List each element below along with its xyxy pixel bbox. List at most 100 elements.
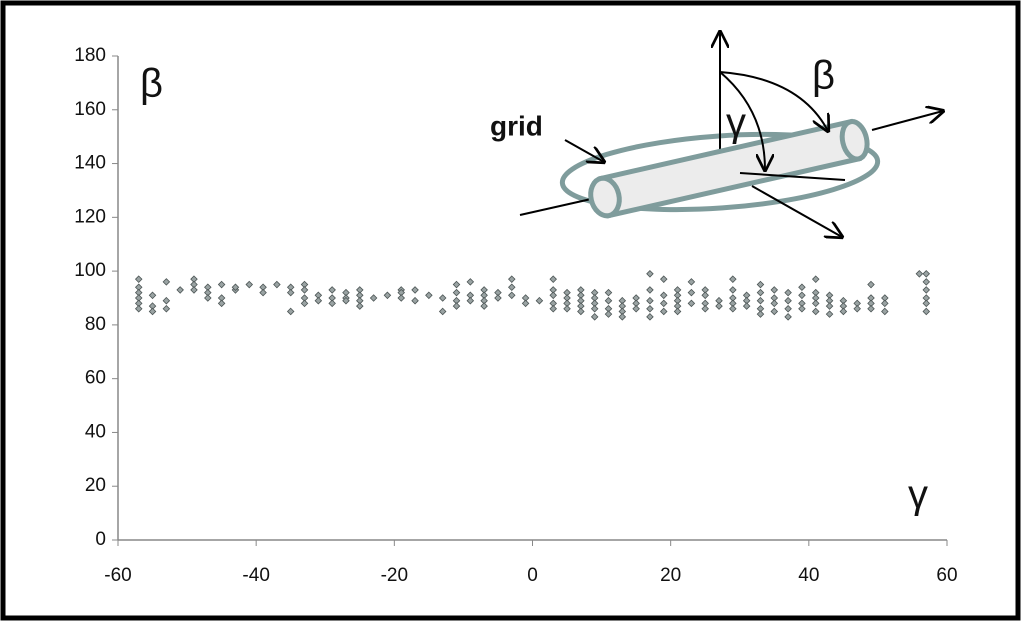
- point: [646, 296, 654, 305]
- point: [300, 286, 309, 294]
- point: [259, 288, 267, 297]
- point: [590, 313, 599, 321]
- point: [508, 275, 516, 283]
- point: [784, 304, 792, 313]
- y-tick-label: 180: [74, 45, 106, 66]
- point: [701, 304, 709, 313]
- y-tick-label: 0: [95, 529, 106, 550]
- point: [659, 307, 668, 316]
- point: [922, 286, 931, 294]
- point: [134, 304, 143, 313]
- point: [535, 296, 544, 305]
- point: [300, 299, 309, 308]
- point: [687, 299, 696, 308]
- point: [784, 313, 792, 321]
- point: [646, 304, 654, 313]
- point: [756, 288, 765, 297]
- point: [659, 291, 668, 300]
- point: [383, 291, 392, 300]
- point: [134, 275, 143, 283]
- point: [811, 299, 820, 308]
- inset-label: β: [812, 54, 835, 98]
- point: [922, 270, 931, 278]
- point: [577, 307, 585, 316]
- point: [687, 278, 696, 286]
- point: [521, 299, 530, 308]
- point: [411, 286, 419, 294]
- point: [563, 304, 571, 313]
- x-tick-label: -40: [242, 565, 269, 586]
- point: [798, 283, 806, 292]
- point: [148, 291, 157, 300]
- point: [659, 275, 668, 283]
- y-tick-label: 120: [74, 206, 106, 227]
- point: [646, 270, 654, 278]
- point: [798, 291, 806, 300]
- y-symbol: β: [140, 62, 163, 106]
- point: [687, 288, 696, 297]
- point: [342, 296, 350, 305]
- point: [356, 302, 364, 310]
- point: [217, 280, 226, 289]
- point: [881, 307, 889, 316]
- point: [632, 304, 640, 313]
- x-tick-label: -20: [381, 565, 408, 586]
- point: [438, 307, 447, 316]
- point: [176, 286, 184, 294]
- y-tick-label: 40: [85, 421, 106, 442]
- point: [646, 313, 654, 321]
- point: [286, 288, 295, 297]
- x-tick-label: 0: [527, 565, 538, 586]
- point: [784, 296, 792, 305]
- point: [604, 288, 613, 297]
- inset-diagram: [519, 32, 943, 237]
- point: [549, 291, 557, 300]
- point: [729, 286, 737, 294]
- point: [922, 278, 931, 286]
- point: [466, 278, 475, 286]
- point: [204, 294, 212, 302]
- point: [549, 304, 557, 313]
- x-tick-label: 60: [936, 565, 957, 586]
- point: [604, 296, 613, 305]
- point: [452, 288, 461, 297]
- point: [867, 280, 875, 289]
- x-tick-label: -60: [104, 565, 131, 586]
- point: [715, 302, 723, 310]
- point: [853, 304, 861, 313]
- x-symbol: γ: [908, 473, 928, 517]
- point: [286, 307, 295, 316]
- y-tick-label: 100: [74, 260, 106, 281]
- point: [811, 275, 820, 283]
- point: [922, 307, 931, 316]
- point: [438, 294, 447, 302]
- point: [245, 280, 254, 289]
- point: [549, 275, 557, 283]
- point: [190, 286, 198, 294]
- point: [701, 291, 709, 300]
- y-tick-label: 160: [74, 99, 106, 120]
- point: [480, 302, 488, 310]
- point: [217, 299, 226, 308]
- point: [729, 304, 737, 313]
- point: [729, 275, 737, 283]
- point: [646, 286, 654, 294]
- y-tick-label: 60: [85, 368, 106, 389]
- point: [770, 286, 779, 294]
- point: [811, 307, 820, 316]
- y-tick-label: 80: [85, 314, 106, 335]
- y-tick-label: 20: [85, 475, 106, 496]
- point: [618, 313, 627, 321]
- point: [784, 288, 792, 297]
- point: [328, 299, 336, 308]
- point: [798, 304, 806, 313]
- point: [452, 280, 461, 289]
- y-tick-label: 140: [74, 153, 106, 174]
- point: [328, 286, 336, 294]
- point: [673, 307, 682, 316]
- point: [604, 310, 613, 318]
- point: [466, 296, 475, 305]
- point: [148, 307, 157, 316]
